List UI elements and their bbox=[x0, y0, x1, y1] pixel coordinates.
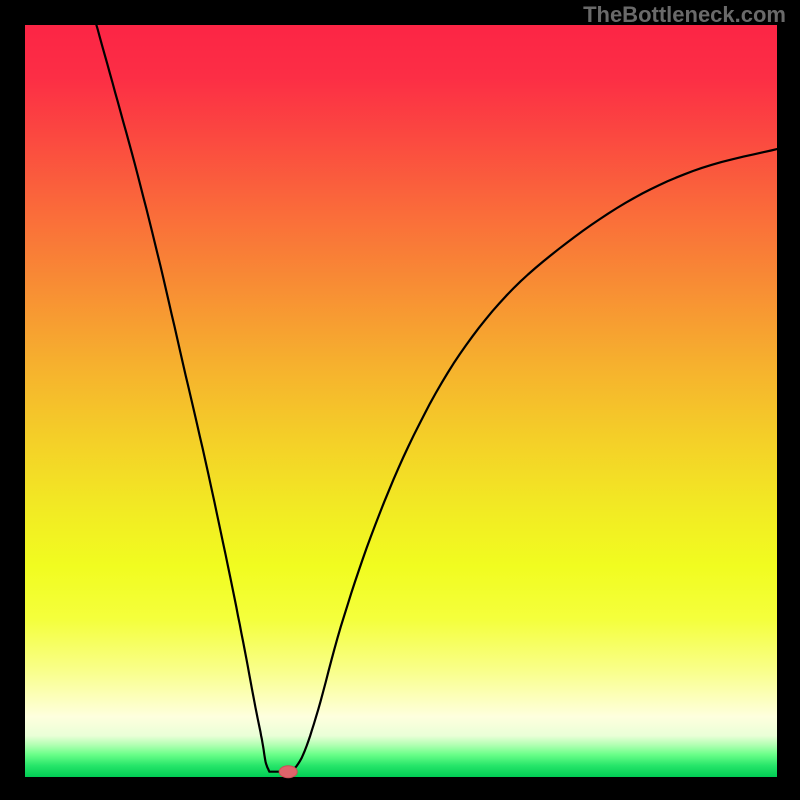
watermark-text: TheBottleneck.com bbox=[583, 2, 786, 28]
minimum-marker bbox=[279, 766, 297, 778]
chart-svg bbox=[0, 0, 800, 800]
chart-container: TheBottleneck.com bbox=[0, 0, 800, 800]
plot-background bbox=[25, 25, 777, 777]
